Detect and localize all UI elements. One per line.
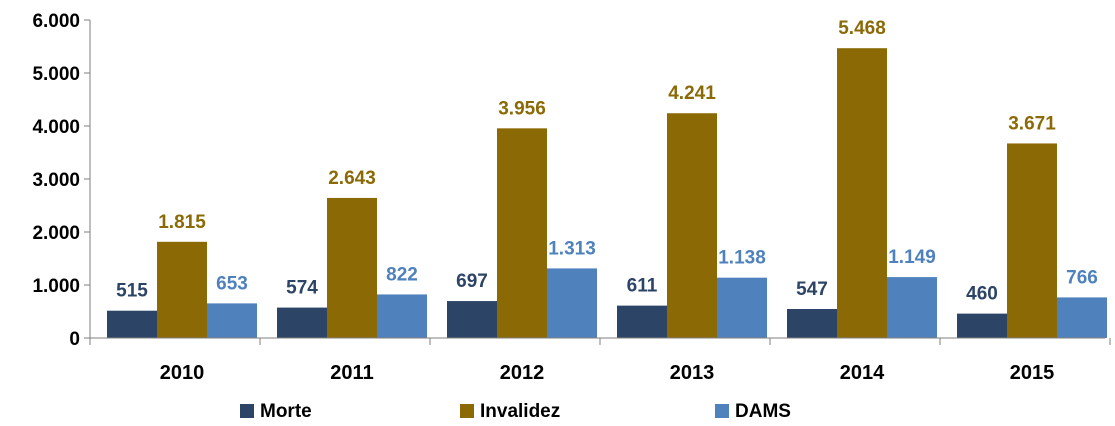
- y-tick-label: 5.000: [32, 64, 80, 85]
- bar-dams-2015: [1057, 297, 1107, 338]
- bar-dams-2011: [377, 294, 427, 338]
- data-label-dams-2013: 1.138: [718, 248, 766, 269]
- data-label-dams-2011: 822: [386, 264, 418, 285]
- legend-item-morte: Morte: [240, 401, 312, 422]
- bar-morte-2012: [447, 301, 497, 338]
- data-label-invalidez-2013: 4.241: [668, 83, 716, 104]
- bar-invalidez-2012: [497, 128, 547, 338]
- data-label-dams-2010: 653: [216, 273, 248, 294]
- legend: Morte Invalidez DAMS: [240, 401, 791, 422]
- data-label-dams-2015: 766: [1066, 267, 1098, 288]
- y-tick-label: 0: [69, 329, 80, 350]
- y-tick-label: 6.000: [32, 11, 80, 32]
- bar-morte-2014: [787, 309, 837, 338]
- data-label-morte-2014: 547: [796, 279, 828, 300]
- y-tick-label: 1.000: [32, 276, 80, 297]
- bar-morte-2013: [617, 305, 667, 338]
- data-label-dams-2012: 1.313: [548, 238, 596, 259]
- bar-invalidez-2014: [837, 48, 887, 339]
- data-label-morte-2010: 515: [116, 281, 148, 302]
- bar-dams-2013: [717, 277, 767, 338]
- x-tick-label: 2014: [840, 362, 885, 384]
- bar-morte-2010: [107, 310, 157, 338]
- x-tick-label: 2015: [1010, 362, 1055, 384]
- y-tick-label: 4.000: [32, 117, 80, 138]
- data-label-invalidez-2015: 3.671: [1008, 113, 1056, 134]
- data-label-invalidez-2012: 3.956: [498, 98, 546, 119]
- bar-invalidez-2011: [327, 197, 377, 338]
- legend-item-dams: DAMS: [715, 401, 791, 422]
- y-tick-label: 2.000: [32, 223, 80, 244]
- legend-label: DAMS: [735, 401, 791, 422]
- bar-morte-2011: [277, 307, 327, 338]
- x-tick-label: 2011: [330, 362, 373, 384]
- y-tick-label: 3.000: [32, 170, 80, 191]
- bar-invalidez-2015: [1007, 143, 1057, 338]
- data-label-morte-2015: 460: [966, 284, 998, 305]
- legend-label: Invalidez: [480, 401, 560, 422]
- data-label-invalidez-2010: 1.815: [158, 212, 206, 233]
- data-label-morte-2011: 574: [286, 278, 318, 299]
- data-label-morte-2012: 697: [456, 271, 488, 292]
- bar-invalidez-2010: [157, 241, 207, 338]
- data-label-dams-2014: 1.149: [888, 247, 936, 268]
- x-axis: 2010 2011 2012 2013 2014 2015: [89, 337, 1111, 384]
- data-label-morte-2013: 611: [627, 276, 658, 297]
- legend-label: Morte: [260, 401, 312, 422]
- legend-item-invalidez: Invalidez: [460, 401, 560, 422]
- legend-swatch: [715, 404, 729, 418]
- data-label-invalidez-2014: 5.468: [838, 18, 886, 39]
- x-tick-label: 2012: [500, 362, 545, 384]
- bar-dams-2014: [887, 277, 937, 338]
- bars: [107, 48, 1107, 339]
- data-label-invalidez-2011: 2.643: [328, 168, 376, 189]
- legend-swatch: [460, 404, 474, 418]
- y-axis: 0 1.000 2.000 3.000 4.000 5.000 6.000: [32, 11, 91, 350]
- legend-swatch: [240, 404, 254, 418]
- x-tick-label: 2013: [670, 362, 715, 384]
- data-labels: 515 574 697 611 547 460 1.815 2.643 3.956 4.241 5.…: [116, 18, 1098, 304]
- x-tick-label: 2010: [160, 362, 205, 384]
- bar-invalidez-2013: [667, 113, 717, 339]
- bar-dams-2012: [547, 268, 597, 338]
- bar-morte-2015: [957, 313, 1007, 338]
- bar-dams-2010: [207, 303, 257, 338]
